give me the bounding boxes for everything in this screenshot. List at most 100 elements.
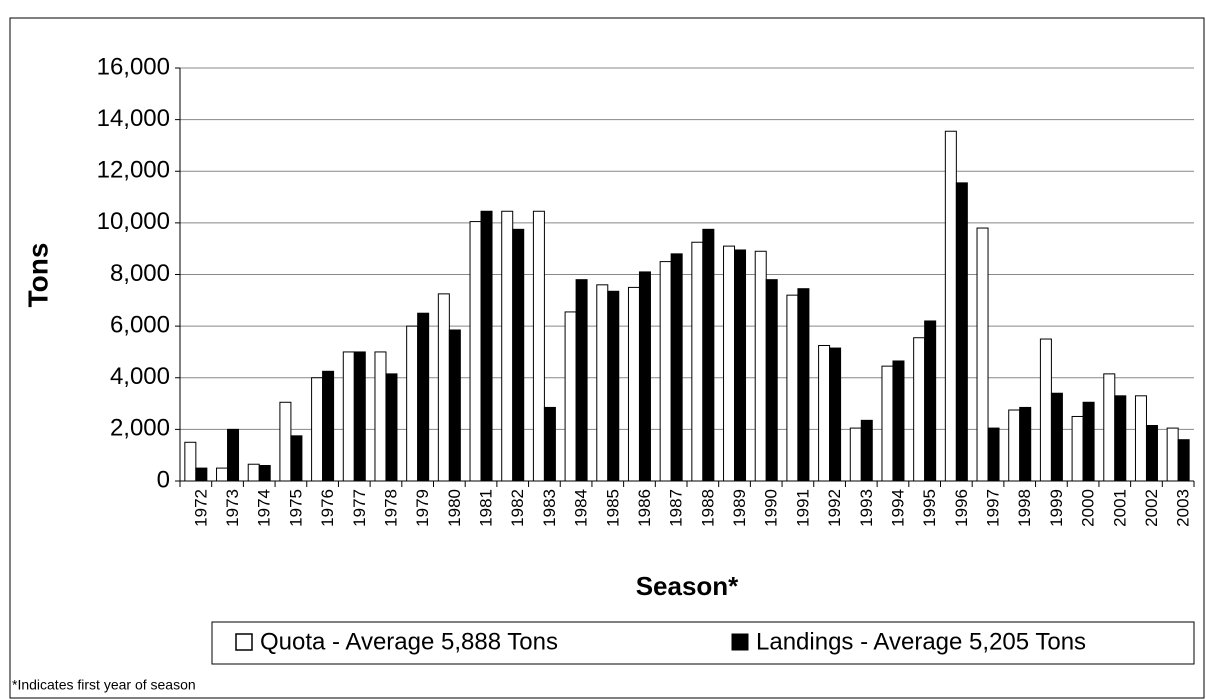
bar [353,351,366,482]
y-tick-label: 10,000 [97,208,170,235]
bar [437,293,450,482]
bar [702,228,715,482]
x-tick-label: 2003 [1174,489,1193,527]
bar [374,351,387,482]
bar [797,288,810,482]
x-tick-label: 1979 [413,489,432,527]
bar [406,325,419,482]
bar [290,435,303,482]
bar [1177,439,1190,482]
bar [734,249,747,482]
bar [575,279,588,482]
bar [596,284,609,482]
bar [1134,395,1147,482]
bar [532,210,545,482]
y-tick-label: 12,000 [97,157,170,184]
bar [342,351,355,482]
bar [1071,415,1084,482]
x-tick-label: 1993 [857,489,876,527]
y-tick-label: 0 [157,466,170,493]
x-tick-label: 1981 [477,489,496,527]
y-tick-label: 16,000 [97,53,170,80]
x-axis-label: Season* [636,571,739,601]
x-tick-label: 1976 [318,489,337,527]
bar [543,406,556,482]
bar [1166,427,1179,482]
bar [638,271,651,482]
x-tick-label: 2002 [1142,489,1161,527]
y-tick-label: 8,000 [110,260,170,287]
bar [311,377,324,482]
legend-swatch [235,633,253,651]
bar [469,221,482,482]
bar [1114,395,1127,482]
x-tick-label: 1982 [508,489,527,527]
bar [227,428,240,482]
bar [512,228,525,482]
bar [1019,406,1032,482]
bar [976,227,989,482]
bars [184,130,1190,482]
bar [955,182,968,482]
x-tick-label: 1992 [825,489,844,527]
y-axis-label: Tons [22,243,53,308]
bar [279,401,292,482]
bar [765,279,778,482]
bar [1008,409,1021,482]
bar [258,465,271,482]
bar [627,286,640,482]
bar [247,463,260,482]
x-tick-label: 1974 [255,489,274,527]
bar [944,130,957,482]
x-tick-label: 1977 [350,489,369,527]
x-tick-label: 2001 [1110,489,1129,527]
bar [670,253,683,482]
x-tick-label: 1978 [381,489,400,527]
bar [1103,373,1116,482]
bar [385,373,398,482]
x-tick-label: 1996 [952,489,971,527]
bar [754,250,767,482]
x-tick-label: 1990 [762,489,781,527]
x-tick-label: 1986 [635,489,654,527]
x-tick-label: 1983 [540,489,559,527]
legend-entry: Quota - Average 5,888 Tons [260,628,558,655]
bar [607,290,620,482]
bar [829,347,842,482]
y-tick-label: 2,000 [110,415,170,442]
x-tick-label: 1991 [793,489,812,527]
bar [216,467,229,482]
x-tick-label: 1975 [286,489,305,527]
bar [1082,401,1095,482]
bar [417,312,430,482]
bar [892,360,905,482]
bar [322,370,335,482]
legend-swatch [731,633,749,651]
bar [924,320,937,482]
bar [480,210,493,482]
bar [913,337,926,482]
bar [1050,392,1063,482]
x-tick-label: 1985 [603,489,622,527]
bar [564,311,577,482]
bar [1039,338,1052,482]
chart-frame [9,17,1205,699]
x-tick-label: 1998 [1015,489,1034,527]
legend-box [211,621,1195,665]
bar [691,241,704,482]
x-tick-label: 1989 [730,489,749,527]
footnote: *Indicates first year of season [12,677,196,693]
x-tick-label: 2000 [1079,489,1098,527]
x-tick-label: 1988 [698,489,717,527]
x-tick-label: 1972 [191,489,210,527]
bar [1145,425,1158,482]
bar [184,441,197,482]
bar [849,427,862,482]
bar [818,344,831,482]
bar [786,294,799,482]
x-tick-label: 1994 [888,489,907,527]
x-tick-label: 1980 [445,489,464,527]
bar [881,365,894,482]
y-tick-label: 6,000 [110,311,170,338]
